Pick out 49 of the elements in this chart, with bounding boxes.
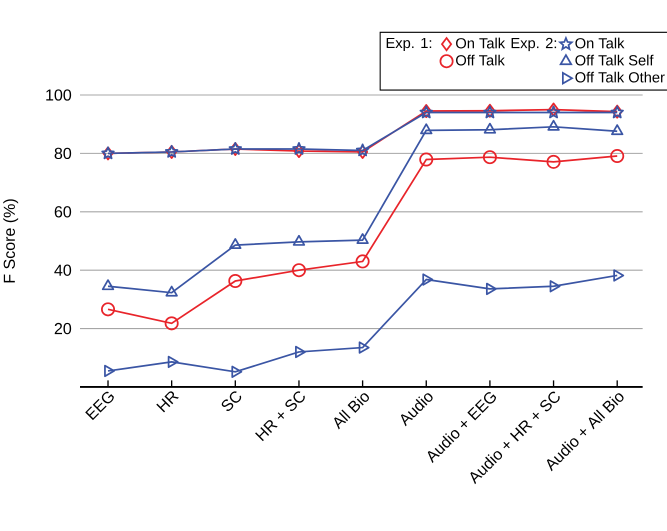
- point: [420, 123, 432, 134]
- point: [231, 366, 242, 378]
- legend-label: On Talk: [575, 38, 624, 48]
- y-tick-label: 20: [54, 322, 72, 334]
- point: [293, 144, 304, 158]
- y-axis-title: F Score (%): [3, 199, 18, 282]
- legend-label: On Talk: [456, 38, 506, 48]
- x-tick-label: HR + SC: [255, 391, 305, 442]
- point: [292, 263, 306, 278]
- point: [484, 122, 496, 134]
- text: Exp. 2:: [512, 38, 556, 52]
- point: [419, 152, 434, 167]
- text: Exp. 1:: [386, 38, 432, 52]
- point: [482, 150, 497, 164]
- point: [486, 282, 497, 296]
- point: [168, 356, 179, 368]
- legend-label: Off Talk Other: [575, 72, 665, 82]
- point: [292, 142, 306, 155]
- point: [356, 233, 369, 244]
- point: [102, 279, 114, 290]
- point: [422, 273, 434, 286]
- x-tick-label: HR: [156, 391, 179, 412]
- point: [547, 120, 560, 131]
- x-tick-label: SC: [222, 391, 242, 412]
- point: [229, 238, 242, 250]
- point: [165, 286, 178, 297]
- point: [611, 124, 624, 136]
- y-tick-label: 80: [54, 148, 72, 160]
- point: [358, 341, 370, 354]
- y-tick-label: 60: [54, 206, 72, 218]
- point: [546, 154, 561, 169]
- point: [546, 106, 560, 118]
- point: [101, 302, 116, 316]
- x-tick-label: All Bio: [334, 393, 369, 430]
- point: [610, 149, 624, 164]
- y-tick-label: 40: [54, 264, 72, 276]
- point: [356, 143, 370, 156]
- y-tick-label: 100: [46, 89, 72, 101]
- point: [357, 144, 368, 159]
- legend-label: Off Talk Self: [575, 54, 654, 66]
- point: [356, 254, 370, 268]
- legend-label: Off Talk: [456, 54, 505, 66]
- point: [228, 274, 242, 288]
- point: [164, 316, 179, 330]
- point: [613, 269, 624, 282]
- point: [295, 346, 306, 358]
- point: [292, 234, 306, 246]
- point: [550, 280, 561, 292]
- point: [548, 102, 560, 117]
